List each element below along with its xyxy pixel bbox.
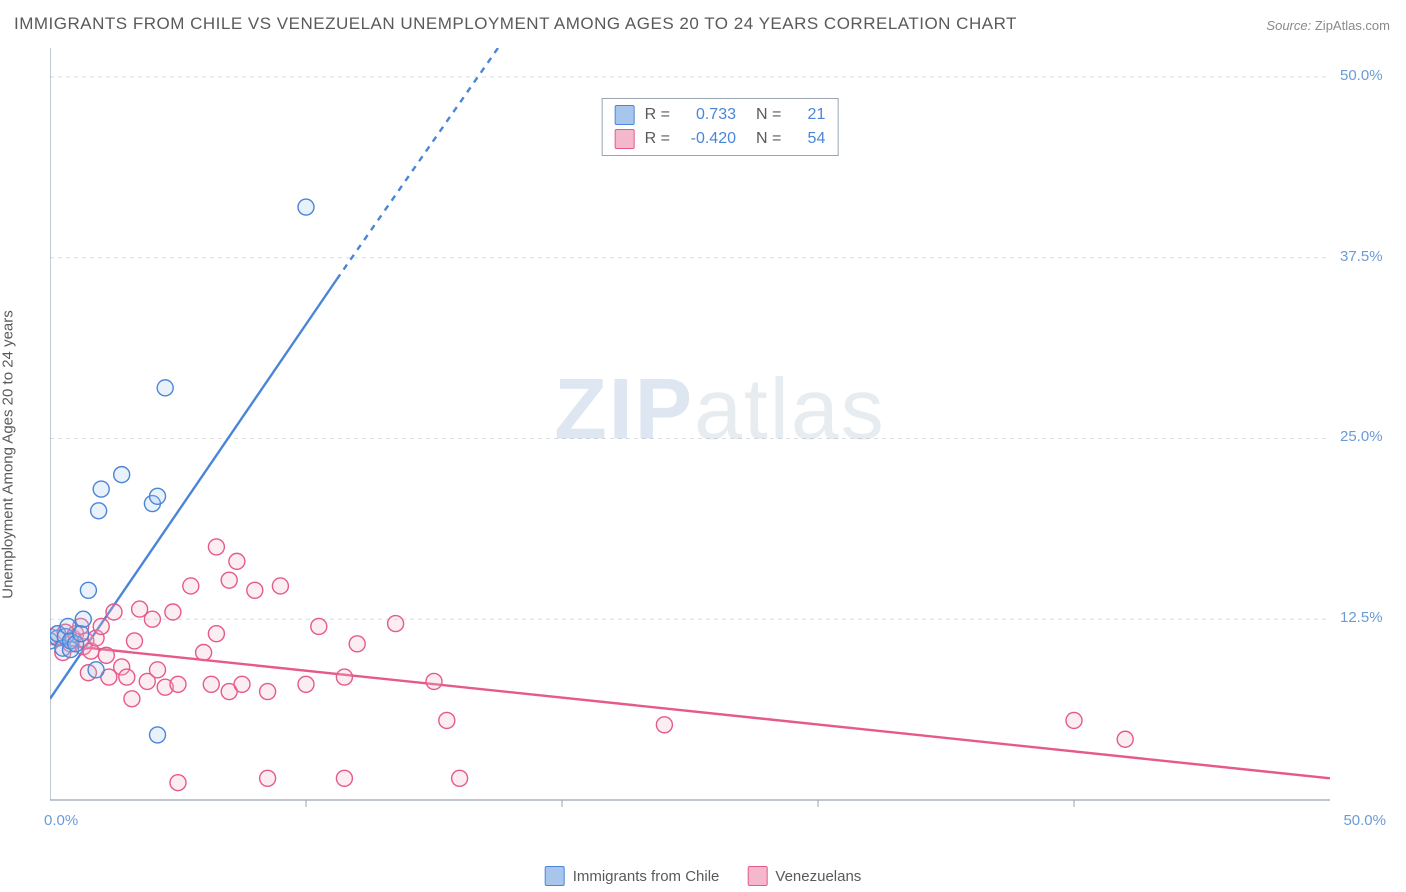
source-value: ZipAtlas.com bbox=[1315, 18, 1390, 33]
legend-item-chile: Immigrants from Chile bbox=[545, 866, 720, 886]
stats-r-chile: 0.733 bbox=[680, 106, 736, 124]
stats-box: R = 0.733 N = 21 R = -0.420 N = 54 bbox=[602, 98, 839, 156]
stats-swatch-chile bbox=[615, 105, 635, 125]
source-label: Source: bbox=[1266, 18, 1311, 33]
stats-r-label: R = bbox=[645, 130, 670, 148]
x-axis-min-label: 0.0% bbox=[44, 812, 78, 829]
legend-item-venezuelans: Venezuelans bbox=[747, 866, 861, 886]
stats-n-label: N = bbox=[756, 106, 781, 124]
y-tick-label: 25.0% bbox=[1340, 428, 1383, 445]
stats-row-chile: R = 0.733 N = 21 bbox=[615, 103, 826, 127]
y-tick-label: 37.5% bbox=[1340, 248, 1383, 265]
stats-n-venezuelans: 54 bbox=[791, 130, 825, 148]
legend: Immigrants from Chile Venezuelans bbox=[545, 866, 862, 886]
x-axis-max-label: 50.0% bbox=[1343, 812, 1386, 829]
stats-n-label: N = bbox=[756, 130, 781, 148]
stats-n-chile: 21 bbox=[791, 106, 825, 124]
stats-r-label: R = bbox=[645, 106, 670, 124]
stats-swatch-venezuelans bbox=[615, 129, 635, 149]
legend-swatch-venezuelans bbox=[747, 866, 767, 886]
scatter-chart bbox=[50, 48, 1390, 834]
chart-title: IMMIGRANTS FROM CHILE VS VENEZUELAN UNEM… bbox=[14, 14, 1017, 34]
source-attribution: Source: ZipAtlas.com bbox=[1266, 18, 1390, 33]
y-tick-label: 50.0% bbox=[1340, 67, 1383, 84]
legend-label-venezuelans: Venezuelans bbox=[775, 868, 861, 885]
legend-swatch-chile bbox=[545, 866, 565, 886]
stats-row-venezuelans: R = -0.420 N = 54 bbox=[615, 127, 826, 151]
legend-label-chile: Immigrants from Chile bbox=[573, 868, 720, 885]
y-tick-label: 12.5% bbox=[1340, 609, 1383, 626]
chart-area: ZIPatlas R = 0.733 N = 21 R = -0.420 N =… bbox=[50, 48, 1390, 834]
y-axis-label: Unemployment Among Ages 20 to 24 years bbox=[0, 310, 17, 599]
stats-r-venezuelans: -0.420 bbox=[680, 130, 736, 148]
